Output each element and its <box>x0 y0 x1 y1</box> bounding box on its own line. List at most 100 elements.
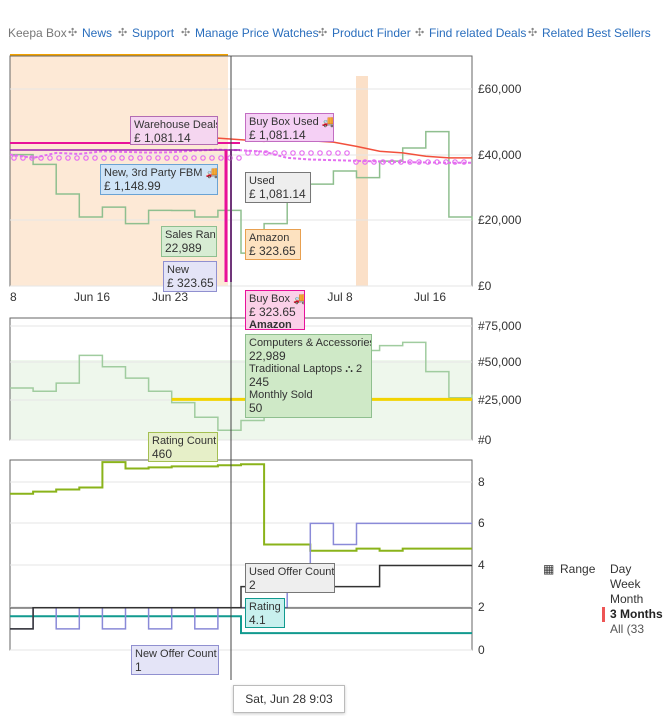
x-tick-label: Jul 16 <box>414 290 446 304</box>
buy-box-used-marker <box>173 155 179 161</box>
buy-box-used-marker <box>128 155 134 161</box>
buy-box-used-marker <box>398 159 404 165</box>
nav-link-manage-price-watches[interactable]: Manage Price Watches <box>195 26 319 40</box>
buy-box-used-marker <box>344 150 350 156</box>
buy-box-used-marker <box>119 155 125 161</box>
buy-box-used-marker <box>362 159 368 165</box>
tooltip-title: New <box>167 264 190 276</box>
buy-box-used-marker <box>101 155 107 161</box>
range-option-week[interactable]: Week <box>610 577 641 591</box>
tooltip-value: 1 <box>135 660 142 674</box>
range-option-month[interactable]: Month <box>610 592 644 606</box>
tooltip-rating: Rating 4.1 <box>245 598 285 628</box>
truck-icon: 🚚 <box>205 167 218 179</box>
y-tick-label: £0 <box>478 279 492 293</box>
series-line-sales-rank <box>10 130 473 254</box>
buy-box-used-marker <box>137 155 143 161</box>
y-tick-label: 4 <box>478 558 485 572</box>
range-option-all-33[interactable]: All (33 <box>610 622 645 636</box>
buy-box-used-marker <box>299 150 305 156</box>
tooltip-value: £ 1,081.14 <box>249 128 306 142</box>
x-tick-label: Jun 16 <box>74 290 110 304</box>
tooltip-new-offer-count: New Offer Count 1 <box>131 645 219 675</box>
buy-box-used-marker <box>83 155 89 161</box>
tooltip-title: Buy Box 🚚 <box>249 293 304 306</box>
tooltip-value: £ 323.65 <box>249 305 296 319</box>
nav-separator: ✣ <box>528 27 538 39</box>
hover-date-label: Sat, Jun 28 9:03 <box>233 685 345 713</box>
buy-box-used-marker <box>308 150 314 156</box>
amazon-spike-area <box>356 76 368 286</box>
buy-box-used-marker <box>92 155 98 161</box>
y-tick-label: £20,000 <box>478 213 522 227</box>
tooltip-title: Used Offer Count <box>249 566 335 578</box>
tooltip-used: Used £ 1,081.14 <box>245 172 311 203</box>
tooltip-category-ranks: Computers & Accessories 22,989 Tradition… <box>245 334 372 418</box>
buy-box-used-marker <box>29 155 35 161</box>
buy-box-used-marker <box>245 150 251 156</box>
buy-box-used-marker <box>200 155 206 161</box>
tooltip-title: Rating <box>249 601 281 613</box>
buy-box-used-marker <box>47 155 53 161</box>
buy-box-used-marker <box>74 155 80 161</box>
tooltip-title: Used <box>249 175 275 187</box>
nav-link-news[interactable]: News <box>82 26 113 40</box>
tooltip-value: £ 1,081.14 <box>249 187 306 201</box>
tooltip-value: £ 1,148.99 <box>104 179 161 193</box>
tooltip-value: 2 <box>249 578 256 592</box>
y-tick-label: 6 <box>478 516 485 530</box>
calendar-icon: ▦ <box>543 562 555 576</box>
nav-link-support[interactable]: Support <box>132 26 175 40</box>
tooltip-new: New £ 323.65 <box>163 261 217 292</box>
series-line-computers-accessories <box>10 341 473 431</box>
tooltip-value: 4.1 <box>249 613 266 627</box>
truck-icon: 🚚 <box>322 116 333 128</box>
x-tick-label: 8 <box>10 290 17 304</box>
buy-box-used-marker <box>434 159 440 165</box>
nav-link-product-finder[interactable]: Product Finder <box>332 26 411 40</box>
range-selector: ▦ Range Day Week Month 3 Months All (33 <box>540 562 670 636</box>
buy-box-used-marker <box>335 150 341 156</box>
buy-box-used-marker <box>20 155 26 161</box>
buy-box-used-marker <box>317 150 323 156</box>
buy-box-used-marker <box>263 150 269 156</box>
truck-icon: 🚚 <box>293 293 304 305</box>
nav-separator: ✣ <box>68 27 78 39</box>
nav-separator: ✣ <box>118 27 128 39</box>
series-line-rating-count <box>10 461 472 552</box>
buy-box-used-marker <box>461 159 467 165</box>
buy-box-used-marker <box>65 155 71 161</box>
buy-box-used-marker <box>254 150 260 156</box>
tooltip-value-3: 50 <box>249 401 263 415</box>
tooltip-title: Warehouse Deals <box>134 119 218 131</box>
y-tick-label: 8 <box>478 475 485 489</box>
range-option-3-months[interactable]: 3 Months <box>602 607 663 622</box>
nav-link-keepa-box[interactable]: Keepa Box <box>8 26 67 40</box>
buy-box-used-marker <box>371 159 377 165</box>
tooltip-warehouse-deals: Warehouse Deals £ 1,081.14 <box>130 116 218 145</box>
tooltip-title: Amazon <box>249 232 290 244</box>
top-navigation: Keepa Box ✣ News ✣ Support ✣ Manage Price Watc… <box>0 22 670 44</box>
buy-box-used-marker <box>380 159 386 165</box>
nav-link-related-best-sellers[interactable]: Related Best Sellers <box>542 26 651 40</box>
buy-box-used-marker <box>110 155 116 161</box>
range-option-day[interactable]: Day <box>610 562 632 576</box>
tooltip-value: £ 1,081.14 <box>134 131 191 145</box>
tooltip-value: £ 323.65 <box>249 244 296 258</box>
tooltip-amazon: Amazon £ 323.65 <box>245 229 301 260</box>
series-line-new-3rd-party-fba <box>194 137 472 159</box>
buy-box-used-marker <box>416 159 422 165</box>
tooltip-title: Sales Rank <box>165 229 217 241</box>
tooltip-value: 22,989 <box>249 349 286 363</box>
nav-separator: ✣ <box>181 27 191 39</box>
buy-box-used-marker <box>452 159 458 165</box>
tooltip-buy-box: Buy Box 🚚 £ 323.65 Amazon <box>245 290 305 330</box>
tooltip-title: New Offer Count <box>135 648 217 660</box>
nav-link-find-related-deals[interactable]: Find related Deals <box>429 26 527 40</box>
buy-box-used-marker <box>326 150 332 156</box>
hierarchy-icon: ⛬ <box>345 363 353 375</box>
buy-box-used-marker <box>281 150 287 156</box>
buy-box-used-marker <box>443 159 449 165</box>
y-tick-label: #0 <box>478 433 492 447</box>
x-tick-label: Jun 23 <box>152 290 188 304</box>
